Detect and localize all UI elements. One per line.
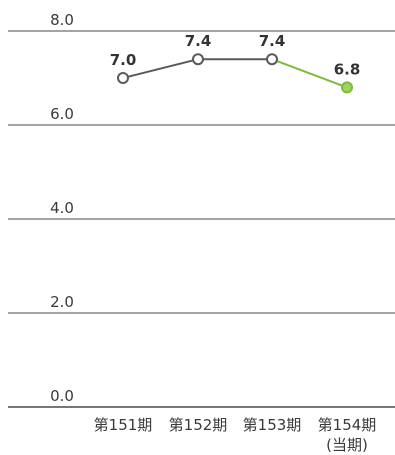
x-category-label: 第154期 [318,416,377,434]
data-point [117,72,129,84]
y-tick-label: 2.0 [50,293,74,311]
data-label: 6.8 [334,60,361,78]
data-label: 7.4 [185,32,212,50]
y-tick-label: 8.0 [50,11,74,29]
x-category-label: 第151期 [94,416,153,434]
series-points [117,53,353,94]
line-segment-current [271,58,348,89]
x-category-label: 第153期 [243,416,302,434]
data-point [266,53,278,66]
data-label: 7.4 [259,32,286,50]
gridlines [8,30,395,408]
x-axis-category-labels: 第151期 第152期 第153期 第154期 (当期) [94,416,377,454]
data-point-current [341,81,353,94]
data-point [192,53,204,66]
data-labels: 7.0 7.4 7.4 6.8 [110,32,361,78]
y-tick-label: 0.0 [50,387,74,405]
y-tick-label: 6.0 [50,105,74,123]
x-category-sublabel: (当期) [326,436,368,454]
data-label: 7.0 [110,51,137,69]
series-lines [122,58,348,89]
y-tick-label: 4.0 [50,199,74,217]
line-segment [122,58,199,79]
y-axis-tick-labels: 0.0 2.0 4.0 6.0 8.0 [50,11,74,405]
x-category-label: 第152期 [169,416,228,434]
